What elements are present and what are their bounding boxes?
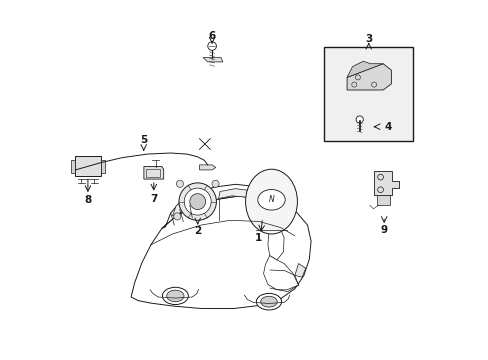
Polygon shape — [143, 166, 163, 179]
Ellipse shape — [166, 290, 183, 302]
Circle shape — [176, 180, 183, 188]
Text: 4: 4 — [384, 122, 391, 132]
Polygon shape — [162, 184, 289, 229]
Ellipse shape — [162, 287, 188, 305]
Polygon shape — [373, 171, 398, 195]
Polygon shape — [172, 192, 215, 216]
Circle shape — [73, 168, 77, 172]
Text: 5: 5 — [140, 135, 147, 145]
Circle shape — [189, 194, 205, 210]
Text: 6: 6 — [208, 31, 215, 41]
Text: 8: 8 — [84, 195, 91, 205]
Polygon shape — [346, 64, 390, 90]
Ellipse shape — [257, 189, 285, 210]
Polygon shape — [101, 160, 105, 172]
Polygon shape — [267, 220, 284, 260]
Polygon shape — [294, 264, 305, 277]
Circle shape — [173, 213, 181, 220]
Text: 1: 1 — [255, 233, 262, 243]
Text: 2: 2 — [194, 226, 201, 236]
Polygon shape — [199, 165, 215, 170]
Ellipse shape — [256, 293, 281, 310]
Text: 9: 9 — [380, 225, 387, 235]
Circle shape — [207, 42, 216, 50]
Polygon shape — [70, 160, 75, 172]
Text: 3: 3 — [365, 34, 371, 44]
Text: 7: 7 — [150, 194, 157, 204]
Polygon shape — [376, 195, 389, 205]
Polygon shape — [131, 196, 310, 309]
Text: N: N — [268, 195, 274, 204]
Circle shape — [179, 183, 216, 220]
Polygon shape — [203, 58, 223, 62]
Circle shape — [184, 188, 211, 215]
Polygon shape — [218, 189, 270, 203]
Ellipse shape — [260, 296, 277, 307]
Polygon shape — [346, 61, 382, 77]
Polygon shape — [75, 156, 101, 176]
Ellipse shape — [245, 169, 297, 234]
Polygon shape — [323, 47, 412, 141]
Polygon shape — [263, 256, 298, 290]
Circle shape — [211, 180, 219, 188]
Circle shape — [355, 116, 363, 123]
